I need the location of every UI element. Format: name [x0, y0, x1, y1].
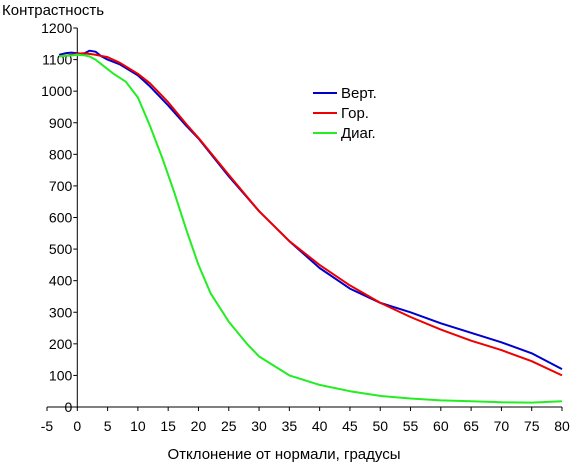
- legend-label: Гор.: [341, 105, 369, 122]
- x-tick-label: 15: [160, 418, 176, 434]
- series-layer: [58, 49, 563, 404]
- x-tick-label: 0: [73, 418, 81, 434]
- y-tick-label: 400: [49, 273, 73, 289]
- x-tick-label: 25: [221, 418, 237, 434]
- series-line-2: [59, 52, 563, 377]
- y-tick-label: 1200: [41, 20, 72, 36]
- y-tick-label: 100: [49, 367, 73, 383]
- x-tick-label: -5: [41, 418, 54, 434]
- series-line-1: [58, 49, 563, 370]
- x-tick-label: 80: [554, 418, 570, 434]
- x-axis-title: Отклонение от нормали, градусы: [168, 446, 401, 462]
- x-tick-label: 30: [251, 418, 267, 434]
- legend-label: Диаг.: [341, 125, 376, 142]
- y-tick-label: 200: [49, 336, 73, 352]
- y-tick-label: 0: [64, 399, 72, 415]
- x-tick-label: 65: [463, 418, 479, 434]
- y-tick-label: 300: [49, 304, 73, 320]
- legend: Верт. Гор. Диаг.: [313, 85, 377, 142]
- x-tick-label: 50: [372, 418, 388, 434]
- axes: 0100200300400500600700800900100011001200…: [41, 20, 570, 434]
- y-axis-title: Контрастность: [2, 2, 104, 19]
- x-tick-label: 75: [524, 418, 540, 434]
- y-tick-label: 500: [49, 241, 73, 257]
- x-tick-label: 40: [312, 418, 328, 434]
- x-tick-label: 35: [282, 418, 298, 434]
- y-tick-label: 1000: [41, 83, 72, 99]
- x-tick-label: 10: [130, 418, 146, 434]
- y-tick-label: 900: [49, 115, 73, 131]
- x-tick-label: 45: [342, 418, 358, 434]
- legend-label: Верт.: [341, 85, 377, 102]
- y-tick-label: 700: [49, 178, 73, 194]
- x-tick-label: 20: [191, 418, 207, 434]
- series-line-3: [59, 53, 563, 404]
- y-tick-label: 800: [49, 146, 73, 162]
- x-tick-label: 70: [494, 418, 510, 434]
- y-tick-label: 600: [49, 210, 73, 226]
- x-tick-label: 60: [433, 418, 449, 434]
- x-tick-label: 55: [403, 418, 419, 434]
- x-tick-label: 5: [104, 418, 112, 434]
